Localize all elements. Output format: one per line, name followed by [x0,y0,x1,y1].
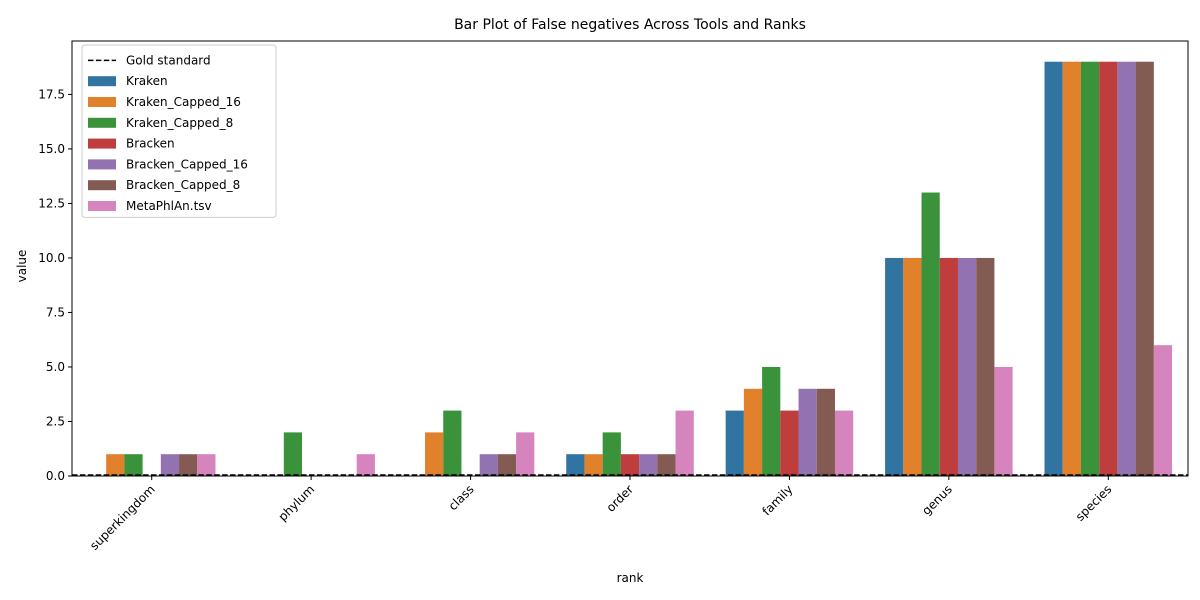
bar-genus-bracken [939,257,958,476]
y-axis-label: value [15,250,29,283]
bar-genus-kraken-capped-16 [903,257,922,476]
bar-species-bracken-capped-16 [1117,61,1136,477]
bar-order-kraken-capped-16 [584,454,603,476]
bar-superkingdom-kraken-capped-16 [106,454,125,476]
bar-phylum-metaphlan-tsv [356,454,375,476]
legend: Gold standard Kraken Kraken_Capped_16 Krake… [81,44,277,218]
bar-order-metaphlan-tsv [675,410,694,476]
legend-swatch-bracken-capped-16 [88,159,116,170]
bar-family-bracken [780,410,799,476]
bar-genus-bracken-capped-16 [957,257,977,476]
legend-label-kraken-capped-8: Kraken_Capped_8 [126,116,233,130]
bar-species-kraken [1044,61,1063,477]
bar-class-kraken-capped-16 [425,432,444,476]
bar-species-bracken-capped-8 [1135,61,1154,477]
chart-title: Bar Plot of False negatives Across Tools… [454,17,806,33]
legend-swatch-bracken-capped-8 [88,180,116,191]
x-tick-label-superkingdom: superkingdom [87,482,158,553]
legend-label-kraken: Kraken [126,74,168,88]
bar-genus-kraken [885,257,904,476]
bar-genus-bracken-capped-8 [976,257,995,476]
x-tick-label-phylum: phylum [276,482,318,524]
x-tick-label-class: class [446,482,477,513]
bar-family-kraken-capped-16 [743,388,763,476]
legend-swatch-metaphlan-tsv [88,201,116,211]
y-tick-label: 15.0 [38,142,65,156]
bar-order-bracken-capped-16 [639,454,658,476]
y-tick-label: 7.5 [46,305,65,319]
y-tick-label: 12.5 [38,196,65,210]
legend-swatch-bracken [88,138,116,149]
bar-order-bracken-capped-8 [657,454,676,476]
bar-superkingdom-kraken-capped-8 [124,454,143,476]
bar-phylum-kraken-capped-8 [283,432,303,476]
bar-order-kraken-capped-8 [602,432,621,476]
y-tick-label: 0.0 [46,469,65,483]
legend-label-gold-standard: Gold standard [126,53,211,67]
bar-species-kraken-capped-16 [1062,61,1081,477]
legend-swatch-kraken [88,76,116,87]
bar-genus-kraken-capped-8 [921,192,940,477]
bars-group [106,61,1173,477]
legend-label-bracken-capped-8: Bracken_Capped_8 [126,178,240,192]
legend-swatch-kraken-capped-8 [88,117,116,128]
bar-class-metaphlan-tsv [516,432,535,476]
legend-label-bracken: Bracken [126,137,175,151]
bar-order-bracken [620,454,640,476]
bar-family-metaphlan-tsv [834,410,854,476]
legend-label-bracken-capped-16: Bracken_Capped_16 [126,157,248,171]
legend-label-metaphlan-tsv: MetaPhlAn.tsv [126,199,212,213]
legend-box [81,44,277,218]
x-tick-label-family: family [759,482,795,518]
y-tick-label: 5.0 [46,360,65,374]
bar-superkingdom-bracken-capped-8 [179,454,198,476]
bar-class-kraken-capped-8 [443,410,462,476]
bar-species-metaphlan-tsv [1153,345,1173,476]
bar-species-kraken-capped-8 [1080,61,1100,477]
bar-order-kraken [566,454,585,476]
x-tick-label-order: order [604,482,637,515]
bar-family-bracken-capped-8 [816,388,835,476]
x-tick-label-genus: genus [919,482,955,518]
bar-class-bracken-capped-16 [479,454,498,476]
bar-class-bracken-capped-8 [497,454,517,476]
y-tick-label: 10.0 [38,251,65,265]
bar-family-kraken [725,410,744,476]
x-tick-label-species: species [1073,482,1115,524]
bar-genus-metaphlan-tsv [994,366,1013,476]
bar-family-bracken-capped-16 [798,388,817,476]
legend-swatch-kraken-capped-16 [88,97,116,107]
x-axis-label: rank [617,571,644,585]
y-tick-label: 2.5 [46,414,65,428]
legend-label-kraken-capped-16: Kraken_Capped_16 [126,95,241,109]
y-tick-label: 17.5 [38,87,65,101]
bar-family-kraken-capped-8 [762,366,781,476]
bar-superkingdom-metaphlan-tsv [197,454,216,476]
bar-species-bracken [1099,61,1118,477]
bar-superkingdom-bracken-capped-16 [160,454,180,476]
